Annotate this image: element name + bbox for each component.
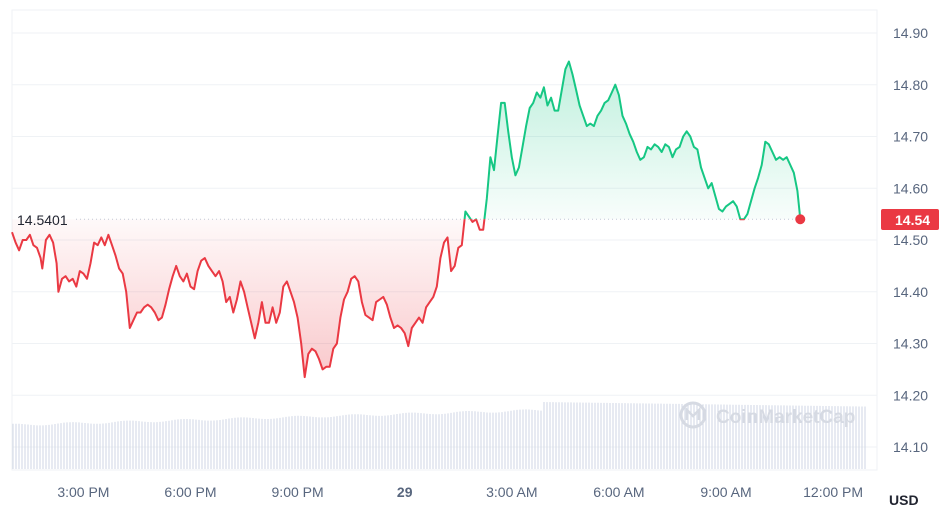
y-tick-label: 14.80 (893, 77, 928, 93)
current-price-dot (795, 214, 806, 225)
x-tick-label: 29 (397, 484, 413, 500)
y-tick-label: 14.90 (893, 25, 928, 41)
x-tick-label: 3:00 PM (57, 484, 109, 500)
y-tick-label: 14.10 (893, 439, 928, 455)
price-line-above (463, 60, 802, 220)
x-tick-label: 9:00 AM (700, 484, 751, 500)
y-tick-label: 14.70 (893, 129, 928, 145)
x-tick-label: 6:00 PM (164, 484, 216, 500)
watermark-text: CoinMarketCap (716, 407, 855, 428)
y-tick-label: 14.40 (893, 284, 928, 300)
x-tick-label: 12:00 PM (803, 484, 863, 500)
svg-text:14.54: 14.54 (895, 212, 930, 228)
x-tick-label: 9:00 PM (272, 484, 324, 500)
x-tick-label: 3:00 AM (486, 484, 537, 500)
price-line-below (11, 219, 802, 379)
current-price-tag: 14.54 (881, 209, 939, 230)
x-axis: 3:00 PM 6:00 PM 9:00 PM 29 3:00 AM 6:00 AM 9:0… (57, 484, 863, 500)
y-tick-label: 14.30 (893, 336, 928, 352)
x-tick-label: 6:00 AM (593, 484, 644, 500)
y-axis: 14.90 14.80 14.70 14.60 14.50 14.40 14.30 14.20… (893, 25, 928, 455)
y-tick-label: 14.60 (893, 180, 928, 196)
volume-bars (12, 402, 866, 469)
currency-label: USD (889, 492, 919, 508)
watermark-logo-icon (679, 401, 707, 429)
y-tick-label: 14.20 (893, 387, 928, 403)
y-tick-label: 14.50 (893, 232, 928, 248)
price-area-below (12, 219, 801, 378)
reference-price-label: 14.5401 (17, 212, 68, 228)
